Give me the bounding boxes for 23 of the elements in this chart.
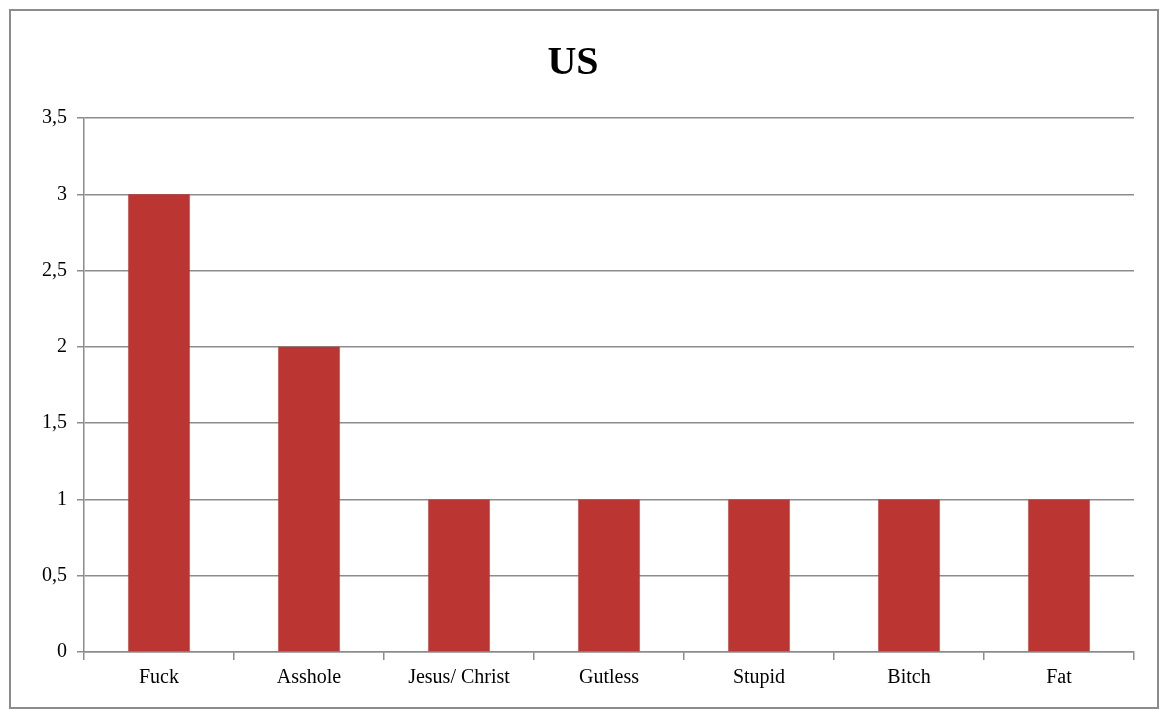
x-tick-label: Bitch xyxy=(887,665,931,688)
y-tick-label: 0,5 xyxy=(42,562,67,585)
x-tick-label: Gutless xyxy=(579,665,640,688)
bar xyxy=(878,499,940,652)
y-tick-label: 3,5 xyxy=(42,105,67,128)
y-tick-label: 2,5 xyxy=(42,257,67,280)
x-tick-label: Fat xyxy=(1046,665,1073,688)
bar xyxy=(128,194,190,652)
y-tick-label: 0 xyxy=(57,639,67,662)
x-tick-label: Stupid xyxy=(732,665,786,689)
bar xyxy=(728,499,790,652)
x-tick-label: Jesus/ Christ xyxy=(408,665,511,688)
bar xyxy=(278,346,340,652)
bar xyxy=(1028,499,1090,652)
y-tick-label: 1 xyxy=(57,486,67,509)
y-tick-label: 1,5 xyxy=(42,410,67,433)
bar xyxy=(428,499,490,652)
chart-title: US xyxy=(547,38,599,84)
x-tick-label: Asshole xyxy=(276,665,342,688)
bar xyxy=(578,499,640,652)
x-tick-label: Fuck xyxy=(139,665,179,688)
y-tick-label: 2 xyxy=(57,334,67,357)
y-tick-label: 3 xyxy=(57,181,67,204)
